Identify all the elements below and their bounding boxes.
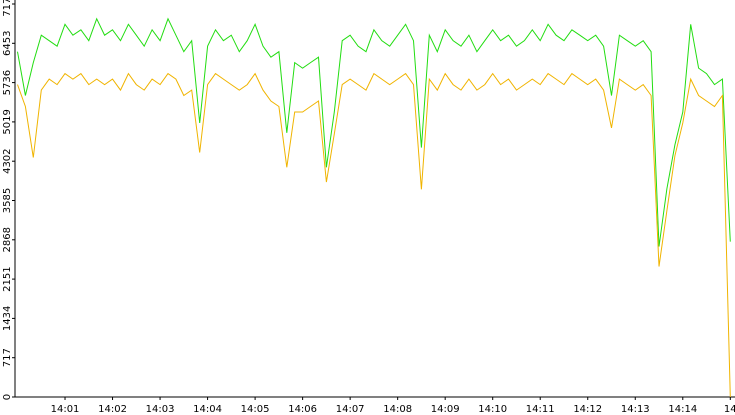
y-tick-label: 2151 (2, 266, 13, 291)
x-tick-label: 14:10 (478, 404, 507, 415)
x-tick-label: 14:13 (621, 404, 650, 415)
x-tick-label: 14:09 (431, 404, 460, 415)
x-tick-label: 14:06 (288, 404, 317, 415)
x-tick-label: 14:07 (336, 404, 365, 415)
x-tick-label: 14:03 (146, 404, 175, 415)
x-tick-label: 14:02 (98, 404, 127, 415)
y-tick-label: 2868 (2, 227, 13, 252)
x-tick-label: 14:14 (668, 404, 697, 415)
x-tick-label: 14:11 (526, 404, 555, 415)
y-tick-label: 5736 (2, 70, 13, 95)
y-tick-label: 0 (2, 394, 13, 400)
x-tick-label: 14:04 (193, 404, 222, 415)
x-tick-label: 14:12 (573, 404, 602, 415)
y-tick-label: 7170 (2, 0, 13, 17)
x-tick-label: 14:08 (383, 404, 412, 415)
x-tick-label: 14:05 (241, 404, 270, 415)
y-tick-label: 5019 (2, 109, 13, 134)
y-tick-label: 4302 (2, 148, 13, 173)
y-tick-label: 3585 (2, 188, 13, 213)
series-line (17, 72, 731, 398)
y-tick-label: 6453 (2, 31, 13, 56)
series-line (17, 17, 731, 247)
x-tick-label: 14 (724, 404, 735, 415)
y-tick-label: 717 (2, 348, 13, 367)
y-tick-label: 1434 (2, 306, 13, 331)
x-tick-label: 14:01 (51, 404, 80, 415)
